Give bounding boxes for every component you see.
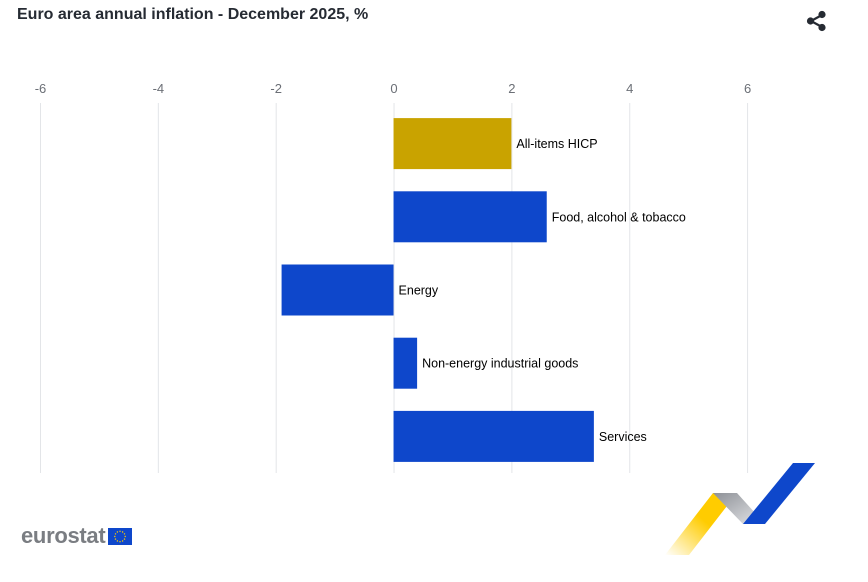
- logo-text: eurostat: [21, 523, 106, 548]
- flag-star: [124, 537, 126, 540]
- bar-all-items-hicp[interactable]: [393, 118, 512, 170]
- flag-star: [124, 535, 127, 537]
- category-label: All-items HICP: [516, 137, 597, 151]
- category-label: Food, alcohol & tobacco: [552, 210, 686, 224]
- category-label: Non-energy industrial goods: [422, 357, 578, 371]
- category-labels: All-items HICP Food, alcohol & tobacco Ene…: [399, 137, 686, 444]
- category-label: Energy: [399, 284, 439, 298]
- flag-star: [115, 537, 117, 540]
- flag-star: [114, 535, 116, 537]
- x-tick-label: 0: [390, 81, 397, 96]
- bar-non-energy-industrial-goods[interactable]: [393, 337, 418, 389]
- share-button[interactable]: [803, 8, 829, 34]
- share-icon: [806, 10, 826, 32]
- x-tick-label: 4: [626, 81, 633, 96]
- flag-star: [115, 532, 117, 535]
- flag-star: [117, 539, 119, 542]
- x-tick-label: -4: [153, 81, 165, 96]
- flag-star: [124, 532, 126, 535]
- flag-star: [122, 530, 124, 533]
- x-tick-label: -6: [35, 81, 47, 96]
- bar-food-alcohol-tobacco[interactable]: [393, 191, 547, 243]
- chart-title: Euro area annual inflation - December 20…: [17, 6, 369, 23]
- flag-star: [122, 539, 124, 542]
- flag-star: [119, 540, 122, 542]
- eurostat-logo: eurostat: [21, 523, 133, 549]
- x-tick-label: 2: [508, 81, 515, 96]
- x-tick-label: 6: [744, 81, 751, 96]
- category-label: Services: [599, 430, 647, 444]
- decorative-ribbon: [665, 463, 815, 555]
- x-axis-ticks: -6 -4 -2 0 2 4 6: [35, 81, 751, 96]
- bar-services[interactable]: [393, 410, 594, 462]
- x-tick-label: -2: [270, 81, 282, 96]
- flag-star: [119, 530, 122, 532]
- eu-flag-icon: [108, 527, 133, 545]
- flag-star: [117, 530, 119, 533]
- bars: [281, 118, 594, 462]
- bar-energy[interactable]: [281, 264, 394, 316]
